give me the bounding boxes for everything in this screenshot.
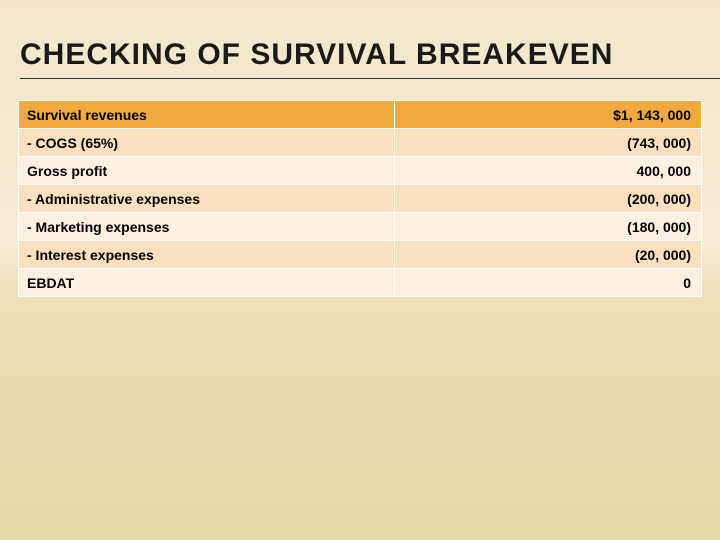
row-label: - Marketing expenses — [19, 213, 395, 241]
row-value: 0 — [394, 269, 701, 297]
row-value: (20, 000) — [394, 241, 701, 269]
table-row: - COGS (65%) (743, 000) — [19, 129, 702, 157]
breakeven-table: Survival revenues $1, 143, 000 - COGS (6… — [18, 100, 702, 297]
row-label: - COGS (65%) — [19, 129, 395, 157]
row-label: Gross profit — [19, 157, 395, 185]
row-label: - Interest expenses — [19, 241, 395, 269]
table-row: - Marketing expenses (180, 000) — [19, 213, 702, 241]
row-label: Survival revenues — [19, 101, 395, 129]
table-row: Survival revenues $1, 143, 000 — [19, 101, 702, 129]
row-value: $1, 143, 000 — [394, 101, 701, 129]
row-value: (743, 000) — [394, 129, 701, 157]
table-row: Gross profit 400, 000 — [19, 157, 702, 185]
table-row: EBDAT 0 — [19, 269, 702, 297]
row-label: EBDAT — [19, 269, 395, 297]
row-value: (200, 000) — [394, 185, 701, 213]
row-label: - Administrative expenses — [19, 185, 395, 213]
slide-title: CHECKING OF SURVIVAL BREAKEVEN — [20, 38, 720, 79]
row-value: (180, 000) — [394, 213, 701, 241]
table-row: - Administrative expenses (200, 000) — [19, 185, 702, 213]
row-value: 400, 000 — [394, 157, 701, 185]
table-row: - Interest expenses (20, 000) — [19, 241, 702, 269]
